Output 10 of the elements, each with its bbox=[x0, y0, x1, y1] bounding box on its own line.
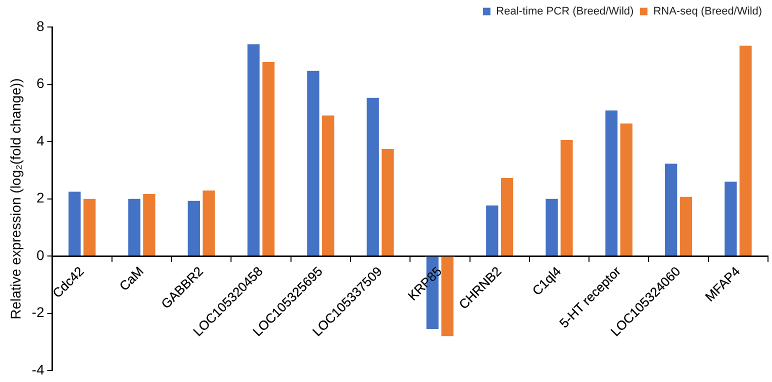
y-tick-label: -4 bbox=[32, 361, 44, 378]
legend-label: Real-time PCR (Breed/Wild) bbox=[496, 6, 634, 18]
legend-label: RNA-seq (Breed/Wild) bbox=[653, 6, 762, 18]
y-axis-title: Relative expression (log₂(fold change)) bbox=[7, 78, 24, 320]
y-tick-label: 2 bbox=[36, 190, 44, 206]
y-tick-label: 0 bbox=[36, 246, 44, 263]
y-tick-label: 4 bbox=[36, 132, 44, 148]
y-tick-label: 8 bbox=[36, 18, 44, 34]
y-tick-label: -2 bbox=[32, 304, 44, 320]
y-tick-label: 6 bbox=[36, 75, 44, 92]
